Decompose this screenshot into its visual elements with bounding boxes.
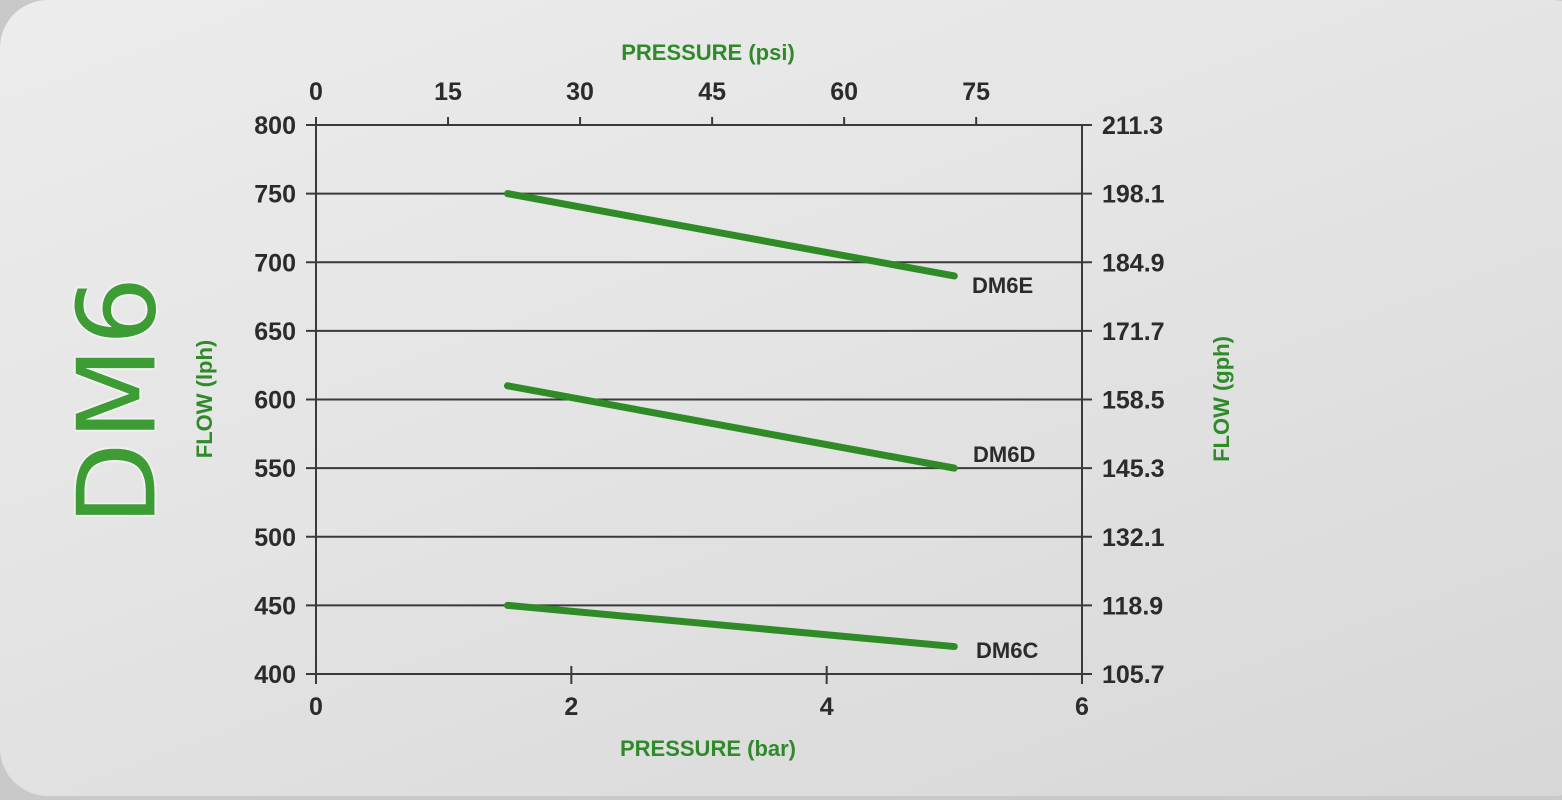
left-tick-label: 550 (254, 455, 296, 483)
tick-labels: 800750700650600550500450400211.3198.1184… (254, 78, 1164, 721)
left-tick-label: 750 (254, 181, 296, 209)
top-axis-title: PRESSURE (psi) (621, 40, 795, 65)
right-tick-label: 184.9 (1102, 249, 1165, 277)
left-tick-label: 400 (254, 661, 296, 689)
series-label-dm6c: DM6C (976, 638, 1038, 663)
bottom-tick-label: 4 (820, 693, 834, 721)
left-tick-label: 500 (254, 524, 296, 552)
top-tick-label: 0 (309, 78, 323, 106)
bottom-tick-label: 0 (309, 693, 323, 721)
left-tick-label: 800 (254, 112, 296, 140)
grid-lines (306, 119, 1092, 684)
left-tick-label: 450 (254, 592, 296, 620)
left-axis-title: FLOW (lph) (192, 340, 217, 459)
right-tick-label: 105.7 (1102, 661, 1165, 689)
axis-ticks (315, 117, 1083, 684)
series-line-dm6c (504, 601, 958, 651)
series-line-dm6d (504, 382, 958, 472)
right-tick-label: 145.3 (1102, 455, 1165, 483)
top-tick-label: 15 (434, 78, 462, 106)
bottom-axis-title: PRESSURE (bar) (620, 736, 796, 761)
right-axis-title: FLOW (gph) (1209, 336, 1234, 462)
bottom-tick-label: 6 (1075, 693, 1089, 721)
series-label-dm6e: DM6E (972, 273, 1033, 298)
top-tick-label: 45 (698, 78, 726, 106)
right-tick-label: 198.1 (1102, 181, 1165, 209)
series-line-dm6e (504, 190, 958, 280)
right-tick-label: 158.5 (1102, 387, 1165, 415)
series-label-dm6d: DM6D (973, 442, 1035, 467)
top-tick-label: 60 (830, 78, 858, 106)
left-tick-label: 650 (254, 318, 296, 346)
top-tick-label: 75 (962, 78, 990, 106)
right-tick-label: 118.9 (1102, 592, 1163, 620)
top-tick-label: 30 (566, 78, 594, 106)
right-tick-label: 171.7 (1102, 318, 1165, 346)
right-tick-label: 211.3 (1102, 112, 1163, 140)
bottom-tick-label: 2 (564, 693, 578, 721)
left-tick-label: 600 (254, 387, 296, 415)
left-tick-label: 700 (254, 249, 296, 277)
series-lines (504, 190, 958, 651)
right-tick-label: 132.1 (1102, 524, 1165, 552)
